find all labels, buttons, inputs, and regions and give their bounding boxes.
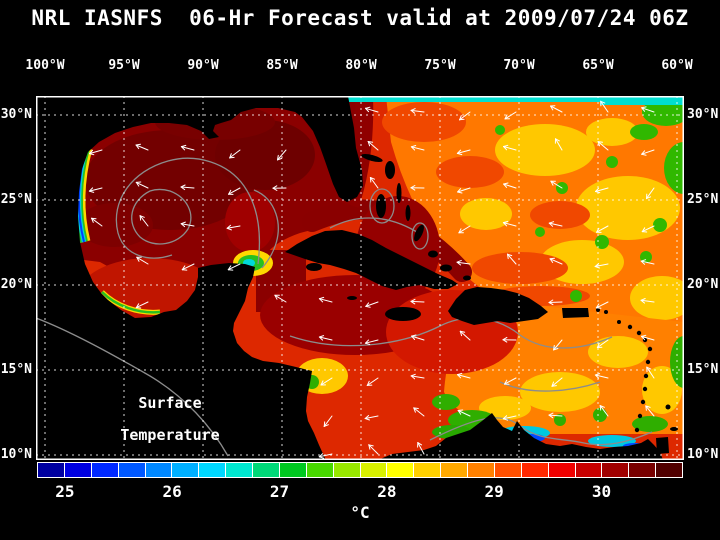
colorbar-segment (602, 463, 629, 477)
colorbar-segment (441, 463, 467, 477)
lon-label: 60°W (661, 58, 693, 73)
colorbar-segment (494, 463, 521, 477)
lat-label: 10°N (687, 447, 719, 462)
colorbar-segment (172, 463, 199, 477)
lat-label: 15°N (687, 362, 719, 377)
lon-label: 90°W (187, 58, 219, 73)
lat-label: 30°N (687, 107, 719, 122)
colorbar-tick: 30 (591, 482, 612, 501)
lat-label: 30°N (0, 107, 32, 122)
colorbar-segment (64, 463, 91, 477)
sst-field (36, 96, 684, 460)
lon-label: 75°W (424, 58, 456, 73)
latitude-axis-left: 30°N 25°N 20°N 15°N 10°N (0, 0, 33, 540)
colorbar-segment (199, 463, 226, 477)
lon-label: 70°W (503, 58, 535, 73)
lat-label: 20°N (0, 277, 32, 292)
colorbar-segment (548, 463, 575, 477)
colorbar-segment (145, 463, 172, 477)
colorbar-segment (629, 463, 656, 477)
lon-label: 80°W (345, 58, 377, 73)
lon-label: 100°W (25, 58, 65, 73)
lat-label: 10°N (0, 447, 32, 462)
map-border (36, 96, 684, 460)
lon-label: 95°W (108, 58, 140, 73)
colorbar-segment (91, 463, 118, 477)
colorbar-segment (118, 463, 145, 477)
colorbar-tick-labels: 25 26 27 28 29 30 (0, 482, 720, 502)
colorbar-tick: 28 (377, 482, 397, 501)
lat-label: 20°N (687, 277, 719, 292)
wind-vector-field (88, 100, 655, 459)
colorbar-unit: °C (350, 503, 370, 522)
latitude-axis-right: 30°N 25°N 20°N 15°N 10°N (687, 0, 720, 540)
colorbar-segment (38, 463, 64, 477)
map-grid (36, 96, 684, 460)
lat-label: 25°N (687, 192, 719, 207)
colorbar-segment (414, 463, 441, 477)
temperature-colorbar (37, 462, 683, 478)
land-masses (36, 96, 678, 460)
colorbar-segment (226, 463, 252, 477)
colorbar-segment (575, 463, 602, 477)
colorbar-segment (521, 463, 548, 477)
colorbar-tick: 25 (55, 482, 75, 501)
colorbar-segment (656, 463, 682, 477)
page-title: NRL IASNFS 06-Hr Forecast valid at 2009/… (31, 6, 689, 30)
pacific-coastline (36, 317, 229, 457)
colorbar-segment (333, 463, 360, 477)
lat-label: 25°N (0, 192, 32, 207)
lat-label: 15°N (0, 362, 32, 377)
colorbar-segment (253, 463, 279, 477)
overlay-label-surface: Surface (138, 394, 202, 412)
colorbar-tick: 27 (269, 482, 290, 501)
colorbar-segment (306, 463, 333, 477)
colorbar-segment (468, 463, 494, 477)
colorbar-tick: 26 (162, 482, 182, 501)
colorbar-segment (387, 463, 414, 477)
colorbar-segment (279, 463, 306, 477)
colorbar-tick: 29 (484, 482, 504, 501)
lon-label: 85°W (266, 58, 298, 73)
lon-label: 65°W (582, 58, 614, 73)
colorbar-segment (360, 463, 387, 477)
overlay-label-temperature: Temperature (120, 426, 220, 444)
sst-map-canvas (36, 96, 684, 460)
longitude-axis: 100°W 95°W 90°W 85°W 80°W 75°W 70°W 65°W 60°W (0, 58, 720, 76)
